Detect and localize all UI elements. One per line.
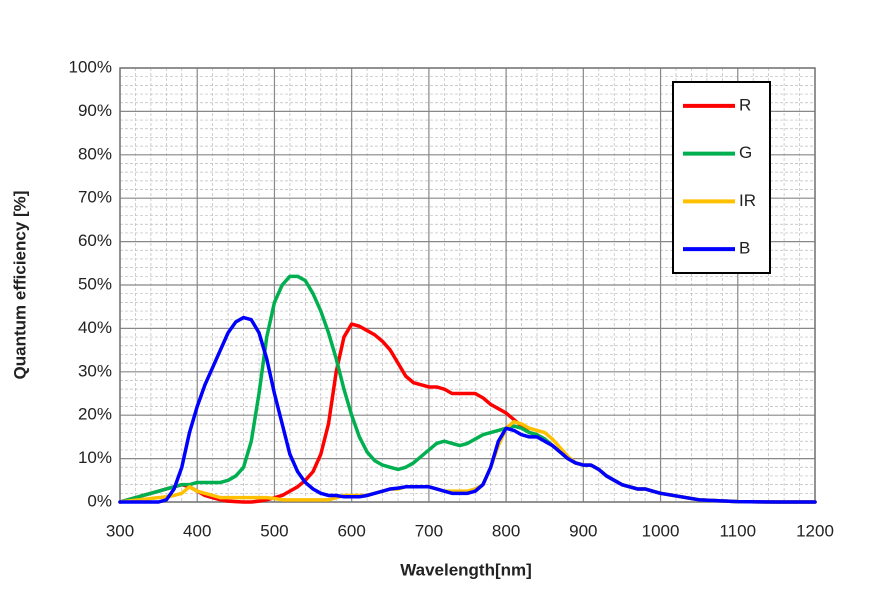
y-tick-label: 50% xyxy=(78,274,112,293)
data-line xyxy=(118,419,817,504)
x-tick-label: 700 xyxy=(415,521,443,540)
data-line xyxy=(118,315,817,504)
legend: R G IR B xyxy=(672,81,771,274)
legend-box xyxy=(672,81,771,274)
y-tick-label: 0% xyxy=(87,491,112,510)
legend-label: R xyxy=(739,95,751,114)
y-tick-label: 40% xyxy=(78,318,112,337)
legend-label: B xyxy=(739,239,750,258)
x-tick-label: 1000 xyxy=(642,521,680,540)
data-line xyxy=(118,322,817,504)
x-tick-label: 500 xyxy=(260,521,288,540)
x-tick-label: 1200 xyxy=(796,521,834,540)
legend-label: G xyxy=(739,143,752,162)
y-tick-label: 70% xyxy=(78,188,112,207)
y-tick-label: 100% xyxy=(69,57,112,76)
x-axis-title: Wavelength[nm] xyxy=(400,560,532,579)
x-tick-label: 600 xyxy=(337,521,365,540)
x-tick-label: 1100 xyxy=(719,521,756,540)
y-tick-label: 80% xyxy=(78,144,112,163)
y-tick-label: 90% xyxy=(78,101,112,120)
x-tick-label: 400 xyxy=(183,521,211,540)
y-tick-label: 60% xyxy=(78,231,112,250)
y-tick-label: 30% xyxy=(78,361,112,380)
x-tick-label: 300 xyxy=(106,521,134,540)
y-tick-label: 20% xyxy=(78,405,112,424)
y-tick-label: 10% xyxy=(78,448,112,467)
plot-frame xyxy=(119,67,816,503)
x-tick-label: 900 xyxy=(569,521,597,540)
legend-label: IR xyxy=(739,191,756,210)
y-axis-title: Quantum efficiency [%] xyxy=(10,191,29,380)
x-tick-label: 800 xyxy=(492,521,520,540)
